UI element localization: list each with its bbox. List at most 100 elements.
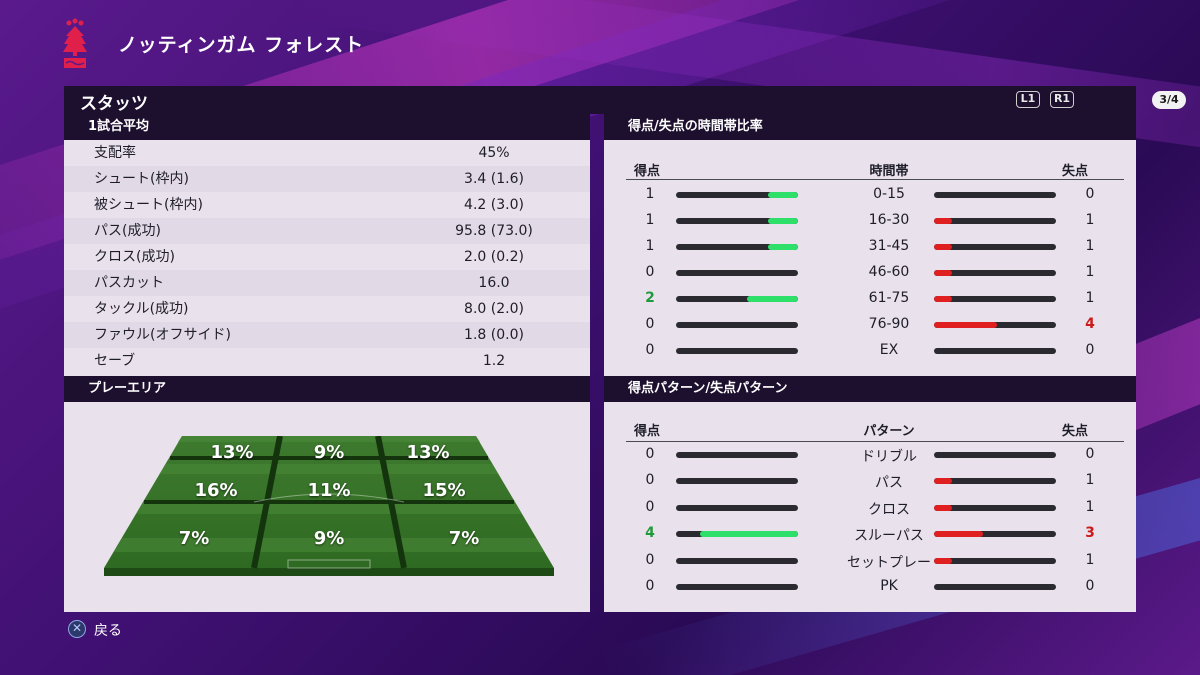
page-indicator: 3/4 bbox=[1152, 91, 1186, 109]
average-value: 95.8 (73.0) bbox=[455, 223, 533, 239]
pattern-split-row: 0 PK 0 bbox=[604, 574, 1136, 600]
scored-count: 4 bbox=[645, 525, 655, 542]
split-label: 31-45 bbox=[868, 238, 910, 254]
split-label: 76-90 bbox=[868, 316, 910, 332]
conceded-bar bbox=[934, 322, 1056, 328]
scored-bar bbox=[676, 584, 798, 590]
scored-bar bbox=[676, 531, 798, 538]
l1-button[interactable]: L1 bbox=[1016, 91, 1040, 108]
scored-count: 0 bbox=[645, 551, 655, 568]
average-value: 8.0 (2.0) bbox=[464, 301, 524, 317]
average-row: シュート(枠内) 3.4 (1.6) bbox=[64, 166, 590, 192]
pattern-split-row: 0 ドリブル 0 bbox=[604, 442, 1136, 468]
scored-count: 0 bbox=[645, 472, 655, 489]
pattern-split-row: 0 パス 1 bbox=[604, 468, 1136, 494]
conceded-count: 1 bbox=[1085, 238, 1095, 254]
average-row: 被シュート(枠内) 4.2 (3.0) bbox=[64, 192, 590, 218]
scored-bar bbox=[676, 504, 798, 511]
scored-bar bbox=[676, 478, 798, 485]
time-split-row: 1 16-30 1 bbox=[604, 208, 1136, 234]
split-label: 46-60 bbox=[868, 264, 910, 280]
average-label: パスカット bbox=[94, 275, 164, 291]
scored-bar-fill bbox=[746, 296, 798, 302]
scored-count: 1 bbox=[645, 212, 655, 228]
conceded-bar-fill bbox=[934, 296, 953, 302]
time-col-scored: 得点 bbox=[634, 164, 661, 179]
scored-bar bbox=[676, 296, 798, 302]
split-label: PK bbox=[880, 578, 898, 594]
conceded-bar-fill bbox=[934, 218, 953, 224]
scored-count: 0 bbox=[645, 342, 655, 358]
scored-count: 0 bbox=[645, 578, 655, 594]
pattern-split-row: 4 スルーパス 3 bbox=[604, 521, 1136, 547]
pitch-graphic bbox=[104, 435, 554, 576]
zone-mid-right: 15% bbox=[422, 480, 466, 501]
conceded-count: 0 bbox=[1085, 186, 1095, 202]
scored-bar-fill bbox=[767, 192, 798, 198]
pattern-col-type: パターン bbox=[863, 424, 915, 439]
conceded-bar bbox=[934, 452, 1056, 458]
average-row: パス(成功) 95.8 (73.0) bbox=[64, 218, 590, 244]
zone-top-right: 13% bbox=[406, 442, 450, 463]
average-value: 45% bbox=[478, 145, 510, 161]
average-row: セーブ 1.2 bbox=[64, 348, 590, 374]
split-label: クロス bbox=[868, 501, 910, 518]
cross-button-icon[interactable]: ✕ bbox=[68, 620, 86, 638]
conceded-bar bbox=[934, 478, 1056, 485]
average-label: クロス(成功) bbox=[94, 249, 175, 265]
zone-mid-left: 16% bbox=[194, 480, 238, 501]
zone-bottom-center: 9% bbox=[313, 528, 345, 549]
average-label: パス(成功) bbox=[94, 223, 161, 239]
average-label: 被シュート(枠内) bbox=[94, 197, 203, 213]
conceded-count: 3 bbox=[1085, 525, 1095, 542]
top-bar: ノッティンガム フォレスト bbox=[0, 0, 1200, 85]
conceded-count: 1 bbox=[1085, 498, 1095, 515]
zone-top-left: 13% bbox=[210, 442, 254, 463]
split-label: 16-30 bbox=[868, 212, 910, 228]
time-split-row: 2 61-75 1 bbox=[604, 286, 1136, 312]
scored-bar-fill bbox=[700, 531, 798, 538]
back-label[interactable]: 戻る bbox=[94, 623, 122, 639]
time-split-row: 0 EX 0 bbox=[604, 338, 1136, 364]
team-name: ノッティンガム フォレスト bbox=[118, 34, 365, 56]
conceded-count: 4 bbox=[1085, 316, 1095, 332]
conceded-bar bbox=[934, 270, 1056, 276]
averages-title: 1試合平均 bbox=[64, 114, 590, 140]
pattern-split-row: 0 セットプレー 1 bbox=[604, 548, 1136, 574]
average-label: ファウル(オフサイド) bbox=[94, 327, 231, 343]
average-label: セーブ bbox=[94, 353, 136, 369]
conceded-bar bbox=[934, 557, 1056, 564]
average-value: 4.2 (3.0) bbox=[464, 197, 524, 213]
r1-button[interactable]: R1 bbox=[1050, 91, 1074, 108]
pattern-col-scored: 得点 bbox=[634, 424, 661, 439]
average-label: タックル(成功) bbox=[94, 301, 189, 317]
conceded-bar bbox=[934, 296, 1056, 302]
scored-count: 2 bbox=[645, 290, 655, 306]
average-value: 1.2 bbox=[482, 353, 506, 369]
scored-bar bbox=[676, 270, 798, 276]
zone-bottom-left: 7% bbox=[178, 528, 210, 549]
conceded-bar-fill bbox=[934, 557, 953, 564]
time-split-row: 0 46-60 1 bbox=[604, 260, 1136, 286]
average-row: クロス(成功) 2.0 (0.2) bbox=[64, 244, 590, 270]
conceded-bar bbox=[934, 348, 1056, 354]
conceded-count: 0 bbox=[1085, 446, 1095, 462]
conceded-bar-fill bbox=[934, 244, 953, 250]
conceded-bar bbox=[934, 531, 1056, 538]
conceded-count: 0 bbox=[1085, 578, 1095, 594]
conceded-bar-fill bbox=[934, 531, 983, 538]
time-col-conceded: 失点 bbox=[1062, 164, 1089, 179]
scored-count: 1 bbox=[645, 238, 655, 254]
split-label: スルーパス bbox=[854, 528, 924, 545]
scored-bar bbox=[676, 218, 798, 224]
split-label: 61-75 bbox=[868, 290, 910, 306]
split-label: EX bbox=[879, 342, 899, 358]
pitch-heatmap: 13% 9% 13% 16% 11% 15% 7% 9% 7% bbox=[104, 435, 554, 581]
average-value: 3.4 (1.6) bbox=[464, 171, 524, 187]
club-crest-icon bbox=[63, 18, 87, 68]
scored-bar-fill bbox=[767, 244, 798, 250]
average-row: タックル(成功) 8.0 (2.0) bbox=[64, 296, 590, 322]
time-split-row: 1 0-15 0 bbox=[604, 182, 1136, 208]
scored-count: 0 bbox=[645, 316, 655, 332]
zone-mid-center: 11% bbox=[307, 480, 351, 501]
